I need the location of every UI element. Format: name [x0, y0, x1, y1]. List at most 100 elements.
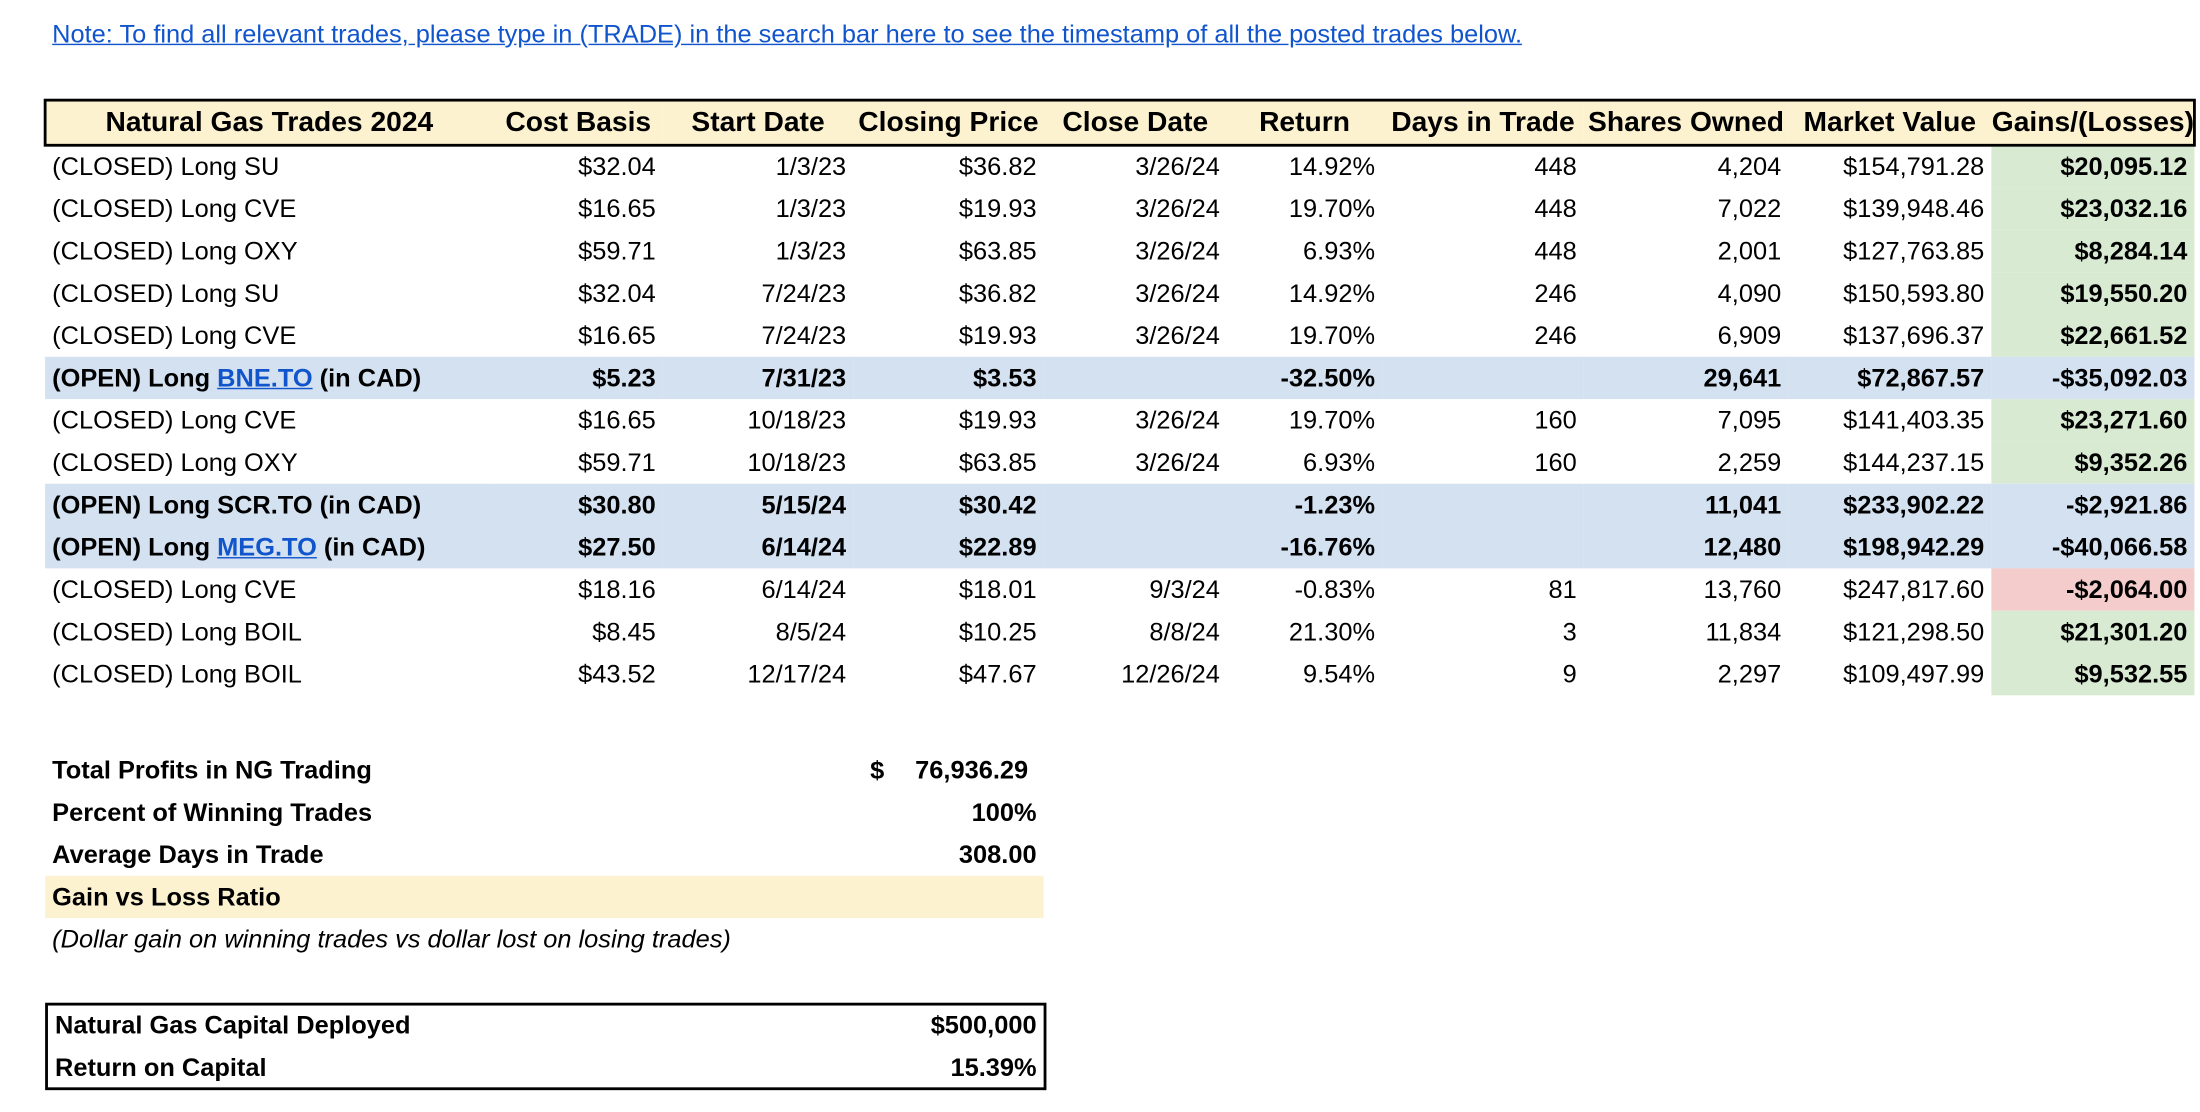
cell: $32.04 [578, 278, 656, 307]
cell: 7,095 [1717, 405, 1782, 434]
cell: 5/15/24 [662, 483, 854, 527]
cell: 448 [1534, 151, 1577, 180]
cell: -0.83% [1294, 574, 1376, 603]
cell: $139,948.46 [1843, 193, 1985, 223]
column-header: Market Value [1788, 100, 1992, 146]
trade-name: (CLOSED) Long BOIL [52, 659, 302, 688]
cell: $137,696.37 [1843, 320, 1985, 350]
cell: $19.93 [958, 405, 1037, 434]
cell: 12,480 [1583, 526, 1789, 569]
cell: $233,902.22 [1788, 483, 1992, 527]
cell: 19.70% [1288, 320, 1376, 350]
cell: 246 [1534, 320, 1577, 350]
cell: $127,763.85 [1843, 236, 1985, 265]
column-header: Days in Trade [1382, 100, 1584, 146]
cell: 7,022 [1717, 193, 1782, 223]
cell: 9 [1562, 659, 1577, 688]
trade-name: (CLOSED) Long BOIL [52, 617, 302, 646]
cell: 3/26/24 [1135, 151, 1220, 180]
name-text: (OPEN) Long [52, 532, 218, 561]
cell: $72,867.57 [1788, 356, 1992, 400]
empty-cell [1382, 356, 1584, 400]
cell: 6,909 [1717, 320, 1782, 350]
note-link[interactable]: Note: To find all relevant trades, pleas… [52, 19, 1523, 48]
closed-trade-row: (CLOSED) Long CVE $16.65 1/3/23 $19.93 3/26/… [45, 187, 2195, 230]
ticker-link[interactable]: MEG.TO [217, 532, 317, 561]
cell: $32.04 [578, 151, 656, 180]
cell: 246 [1534, 278, 1577, 307]
cell: $8,284.14 [1991, 229, 2195, 273]
cell: $47.67 [958, 659, 1037, 688]
cell: $63.85 [958, 236, 1037, 265]
trade-name: (OPEN) Long MEG.TO (in CAD) [45, 526, 494, 569]
summary-label: Percent of Winning Trades [52, 798, 373, 827]
cell: 7/24/23 [761, 278, 847, 307]
cell: $8.45 [592, 617, 656, 646]
cell: 3/26/24 [1135, 320, 1220, 350]
cell: 12/17/24 [747, 659, 847, 688]
cell: 14.92% [1288, 151, 1376, 180]
name-text: (in CAD) [312, 363, 422, 392]
cell: 8/8/24 [1149, 617, 1220, 646]
cell: 14.92% [1288, 278, 1376, 307]
trade-name: (CLOSED) Long SU [52, 151, 280, 180]
cell: 448 [1534, 236, 1577, 265]
cell: 6.93% [1303, 447, 1376, 476]
cell: $247,817.60 [1843, 574, 1985, 603]
capital-value: 15.39% [950, 1053, 1037, 1082]
cell: 3/26/24 [1135, 447, 1220, 476]
cell: $30.80 [493, 483, 663, 527]
header-row: Natural Gas Trades 2024 Cost Basis Start D… [43, 98, 2196, 147]
cell: 10/18/23 [747, 405, 847, 434]
capital-label: Natural Gas Capital Deployed [55, 1011, 411, 1040]
cell: 160 [1534, 405, 1577, 434]
cell: -$35,092.03 [1991, 356, 2195, 400]
cell: 6.93% [1303, 236, 1376, 265]
cell: -$2,064.00 [1991, 568, 2195, 611]
trades-table: Natural Gas Trades 2024 Cost Basis Start D… [43, 98, 2196, 696]
cell: 3 [1562, 617, 1577, 646]
closed-trade-row: (CLOSED) Long OXY $59.71 10/18/23 $63.85 3/2… [45, 441, 2195, 484]
cell: $19.93 [958, 193, 1037, 223]
cell: $19.93 [958, 320, 1037, 350]
cell: $63.85 [958, 447, 1037, 476]
summary-row: Percent of Winning Trades 100% [45, 791, 1043, 833]
trade-name: (CLOSED) Long CVE [52, 574, 297, 603]
cell: $16.65 [578, 193, 656, 223]
closed-trade-row: (CLOSED) Long CVE $18.16 6/14/24 $18.01 9/3/… [45, 568, 2195, 611]
capital-row: Natural Gas Capital Deployed $500,000 [48, 1004, 1044, 1046]
empty-cell [1382, 483, 1584, 527]
cell: 8/5/24 [775, 617, 847, 646]
trade-name: (CLOSED) Long CVE [52, 405, 297, 434]
cell: 7/24/23 [761, 320, 847, 350]
cell: $16.65 [578, 405, 656, 434]
trade-name: (CLOSED) Long CVE [52, 320, 297, 350]
table-body: (CLOSED) Long SU $32.04 1/3/23 $36.82 3/26/2… [45, 145, 2195, 696]
cell: $141,403.35 [1843, 405, 1985, 434]
open-trade-row: (OPEN) Long BNE.TO (in CAD) $5.23 7/31/23 $… [45, 356, 2195, 400]
cell: $121,298.50 [1843, 617, 1985, 646]
cell: $36.82 [958, 151, 1037, 180]
column-header: Close Date [1043, 100, 1227, 146]
closed-trade-row: (CLOSED) Long BOIL $43.52 12/17/24 $47.67 12… [45, 652, 2195, 696]
cell: $109,497.99 [1843, 659, 1985, 688]
cell: $23,032.16 [1991, 187, 2195, 230]
cell: 29,641 [1583, 356, 1789, 400]
cell: $198,942.29 [1788, 526, 1992, 569]
cell: 448 [1534, 193, 1577, 223]
ticker-link[interactable]: BNE.TO [217, 363, 313, 392]
trade-name: (CLOSED) Long OXY [52, 447, 298, 476]
cell: $59.71 [578, 236, 656, 265]
trade-name: (CLOSED) Long SU [52, 278, 280, 307]
cell: 81 [1548, 574, 1577, 603]
currency: $ [870, 755, 885, 785]
cell: $21,301.20 [1991, 610, 2195, 653]
cell: -1.23% [1226, 483, 1383, 527]
summary-label: Total Profits in NG Trading [52, 755, 372, 785]
cell: 3/26/24 [1135, 236, 1220, 265]
capital-label: Return on Capital [55, 1053, 267, 1082]
cell: 6/14/24 [662, 526, 854, 569]
column-header: Closing Price [853, 100, 1044, 146]
summary-value: 76,936.29 [915, 755, 1029, 785]
